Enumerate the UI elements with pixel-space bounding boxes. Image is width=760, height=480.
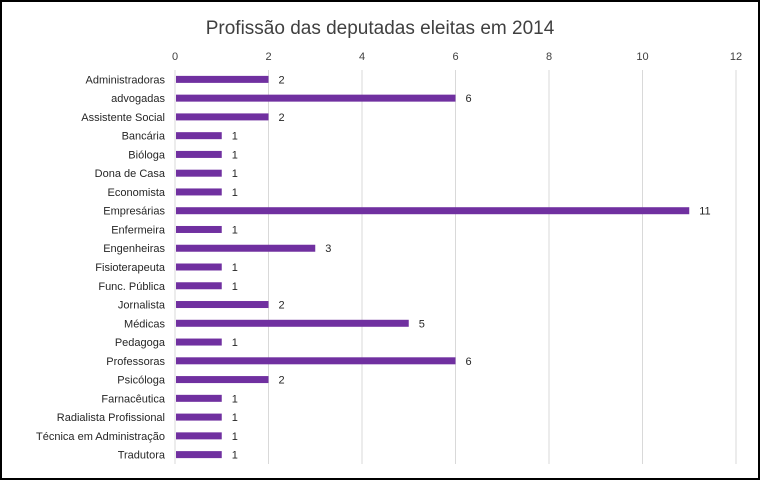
data-label: 5 <box>419 318 425 330</box>
x-tick-label: 2 <box>265 51 271 63</box>
data-label: 1 <box>232 337 238 349</box>
x-tick-label: 6 <box>452 51 458 63</box>
data-label: 11 <box>699 206 710 218</box>
data-label: 6 <box>466 356 472 368</box>
category-label: Farnacêutica <box>101 393 165 405</box>
category-label: Empresárias <box>103 206 165 218</box>
data-label: 2 <box>279 112 285 124</box>
bar <box>176 132 222 140</box>
bar <box>176 94 456 102</box>
bar <box>176 282 222 290</box>
category-label: Jornalista <box>118 300 166 312</box>
category-label: Bancária <box>122 131 166 143</box>
chart-title: Profissão das deputadas eleitas em 2014 <box>206 18 555 39</box>
data-label: 2 <box>279 300 285 312</box>
bar <box>176 113 269 121</box>
category-label: Func. Pública <box>98 281 166 293</box>
data-label: 1 <box>232 412 238 424</box>
data-label: 1 <box>232 224 238 236</box>
data-label: 3 <box>325 243 331 255</box>
bar <box>176 357 456 365</box>
bar <box>176 319 409 327</box>
x-tick-label: 0 <box>172 51 178 63</box>
bar <box>176 75 269 83</box>
bar <box>176 150 222 158</box>
data-label: 1 <box>232 450 238 462</box>
data-label: 6 <box>466 93 472 105</box>
bar <box>176 451 222 459</box>
category-label: Técnica em Administração <box>36 431 165 443</box>
category-label: Professoras <box>106 356 165 368</box>
category-label: Administradoras <box>86 74 166 86</box>
category-label: Economista <box>108 187 166 199</box>
x-tick-label: 12 <box>730 51 742 63</box>
category-label: Assistente Social <box>81 112 165 124</box>
category-label: Tradutora <box>118 450 166 462</box>
data-label: 1 <box>232 281 238 293</box>
data-label: 1 <box>232 393 238 405</box>
bar <box>176 301 269 309</box>
category-label: Radialista Profissional <box>57 412 165 424</box>
bar <box>176 244 316 252</box>
bar <box>176 207 690 215</box>
bar <box>176 169 222 177</box>
bar <box>176 188 222 196</box>
data-label: 1 <box>232 168 238 180</box>
data-label: 2 <box>279 375 285 387</box>
category-label: Fisioterapeuta <box>95 262 166 274</box>
category-label: Engenheiras <box>103 243 165 255</box>
bar <box>176 338 222 346</box>
category-label: Pedagoga <box>115 337 166 349</box>
data-label: 1 <box>232 262 238 274</box>
data-label: 2 <box>279 74 285 86</box>
bar <box>176 413 222 421</box>
bar <box>176 225 222 233</box>
category-label: Enfermeira <box>111 224 166 236</box>
bar <box>176 432 222 440</box>
x-tick-label: 8 <box>546 51 552 63</box>
x-tick-label: 10 <box>636 51 648 63</box>
bar <box>176 394 222 402</box>
data-label: 1 <box>232 187 238 199</box>
bar <box>176 376 269 384</box>
category-label: Médicas <box>124 318 165 330</box>
category-label: Bióloga <box>128 149 166 161</box>
data-label: 1 <box>232 431 238 443</box>
x-tick-label: 4 <box>359 51 365 63</box>
category-label: Dona de Casa <box>95 168 166 180</box>
data-label: 1 <box>232 149 238 161</box>
bar <box>176 263 222 271</box>
category-label: Psicóloga <box>117 375 166 387</box>
category-label: advogadas <box>111 93 165 105</box>
data-label: 1 <box>232 131 238 143</box>
